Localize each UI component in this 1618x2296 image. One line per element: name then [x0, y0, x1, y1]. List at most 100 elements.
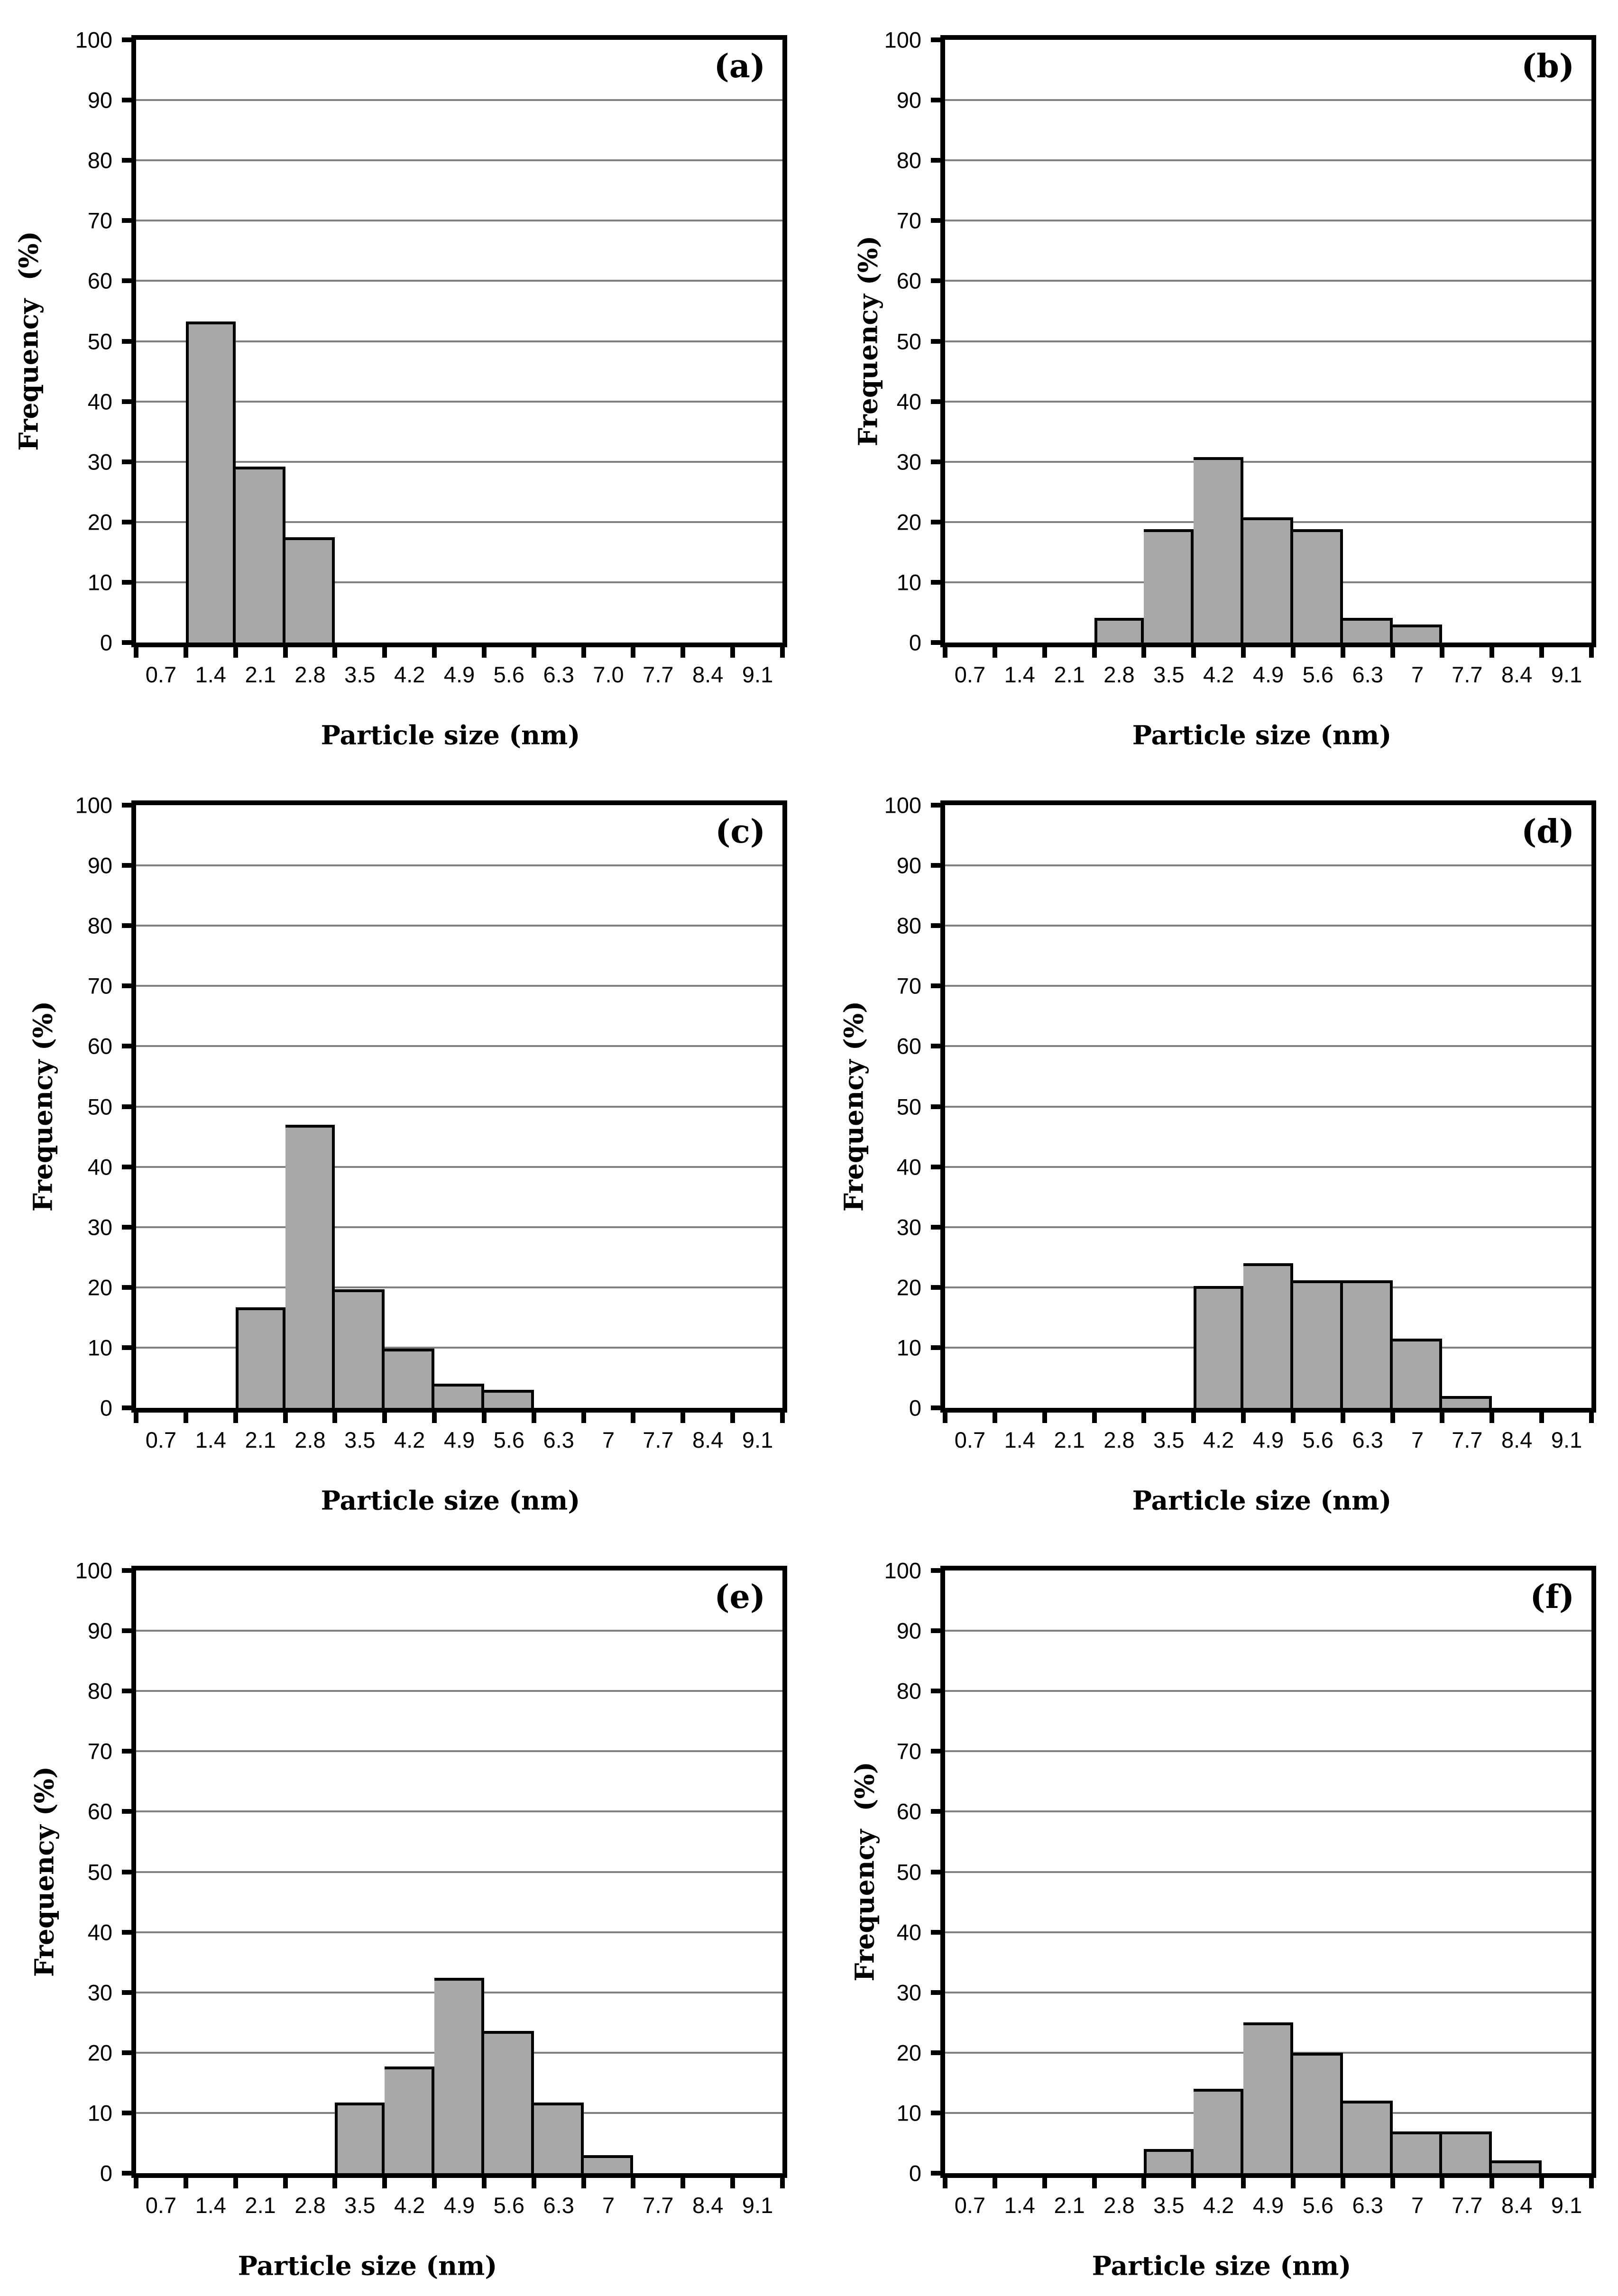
y-tick-label: 40 [896, 389, 921, 414]
x-tick-label: 2.8 [1103, 662, 1135, 687]
gridline [945, 864, 1591, 867]
x-tick-label: 8.4 [1501, 662, 1533, 687]
x-axis-tick [183, 647, 188, 658]
y-tick-label: 20 [87, 2040, 112, 2066]
x-tick-label: 3.5 [1153, 1427, 1185, 1452]
x-axis-tick [1340, 647, 1345, 658]
gridline [945, 925, 1591, 927]
x-axis-tick [183, 2178, 188, 2188]
x-tick-label: 2.1 [1054, 1427, 1085, 1452]
y-tick-label: 70 [896, 1738, 921, 1764]
histogram-bar [285, 1124, 335, 1408]
y-axis-tick [931, 459, 941, 464]
y-axis-tick [931, 923, 941, 928]
histogram-panel-e: (e) Frequency (%) 0 10 20 30 40 50 60 70 80 90 100… [0, 1531, 809, 2296]
x-tick-label: 2.8 [294, 662, 326, 687]
y-axis-tick [122, 1405, 132, 1410]
y-axis-tick [931, 1285, 941, 1290]
x-tick-label: 6.3 [543, 1427, 574, 1452]
x-axis-tick [432, 647, 437, 658]
y-tick-label: 50 [87, 1859, 112, 1884]
histogram-bar [335, 1289, 385, 1408]
x-axis-tick [1191, 647, 1196, 658]
x-axis-tick [134, 2178, 138, 2188]
gridline [945, 400, 1591, 403]
x-tick-label: 6.3 [1352, 1427, 1383, 1452]
y-tick-label: 70 [896, 973, 921, 999]
y-axis-tick [931, 158, 941, 163]
x-tick-label: 7.7 [643, 662, 674, 687]
x-axis-tick [1340, 1413, 1345, 1423]
x-tick-label: 0.7 [954, 2193, 986, 2218]
y-axis-tick [931, 1104, 941, 1109]
x-tick-label: 6.3 [1352, 662, 1383, 687]
panel-letter: (a) [714, 47, 765, 85]
x-axis-tick [283, 647, 288, 658]
y-tick-label: 40 [896, 1919, 921, 1945]
y-axis-tick [931, 983, 941, 989]
y-tick-label: 0 [100, 1395, 112, 1421]
x-tick-label: 7 [602, 1427, 615, 1452]
x-axis-tick [992, 1413, 997, 1423]
y-axis-tick [931, 2171, 941, 2176]
histogram-bar [1243, 2022, 1293, 2173]
x-tick-label: 3.5 [1153, 2193, 1185, 2218]
panel-letter: (c) [715, 813, 765, 851]
gridline [945, 1871, 1591, 1873]
y-axis-tick [931, 1405, 941, 1410]
panel-letter: (f) [1530, 1578, 1574, 1616]
x-tick-label: 0.7 [954, 1427, 986, 1452]
x-tick-label: 9.1 [742, 2193, 773, 2218]
histogram-bar [484, 2031, 534, 2173]
x-axis-tick [1141, 647, 1147, 658]
histogram-bar [235, 1307, 285, 1408]
x-axis-title: Particle size (nm) [321, 719, 580, 751]
y-axis-tick [931, 2050, 941, 2055]
y-axis-tick [122, 278, 132, 284]
x-tick-label: 7 [1411, 662, 1424, 687]
x-tick-label: 8.4 [692, 662, 724, 687]
gridline [136, 1931, 782, 1933]
gridline [945, 220, 1591, 222]
y-axis-tick [931, 2110, 941, 2115]
histogram-bar [385, 1349, 435, 1408]
x-axis-tick [382, 1413, 387, 1423]
x-tick-label: 4.2 [1203, 1427, 1234, 1452]
x-tick-label: 4.9 [443, 662, 475, 687]
gridline [136, 159, 782, 162]
x-tick-label: 8.4 [692, 1427, 724, 1452]
x-axis-tick [531, 1413, 536, 1423]
x-tick-label: 8.4 [1501, 1427, 1533, 1452]
x-tick-label: 3.5 [344, 662, 376, 687]
panel-letter: (b) [1521, 47, 1574, 85]
y-axis-tick [122, 218, 132, 223]
x-tick-label: 9.1 [1551, 2193, 1582, 2218]
x-tick-label: 4.2 [394, 2193, 425, 2218]
y-tick-label: 40 [896, 1154, 921, 1180]
gridline [136, 1105, 782, 1108]
y-axis-tick [931, 863, 941, 868]
x-tick-label: 2.1 [245, 1427, 276, 1452]
gridline [136, 280, 782, 282]
y-axis-tick [931, 1689, 941, 1694]
x-tick-label: 7.7 [1452, 662, 1483, 687]
x-axis-tick [581, 647, 586, 658]
x-axis-tick [382, 647, 387, 658]
gridline [945, 985, 1591, 987]
x-tick-label: 6.3 [543, 662, 574, 687]
x-axis-tick [1440, 647, 1445, 658]
panel-letter: (e) [714, 1578, 765, 1616]
x-tick-label: 0.7 [145, 2193, 177, 2218]
gridline [136, 1750, 782, 1753]
histogram-bar [1243, 517, 1293, 643]
y-tick-label: 0 [100, 2160, 112, 2186]
x-axis-tick [1390, 1413, 1395, 1423]
x-axis-tick [481, 647, 487, 658]
y-tick-label: 100 [75, 27, 112, 53]
y-axis-tick [931, 1044, 941, 1049]
x-axis-tick [1390, 2178, 1395, 2188]
x-tick-label: 8.4 [1501, 2193, 1533, 2218]
x-tick-label: 9.1 [1551, 662, 1582, 687]
y-tick-label: 50 [87, 1094, 112, 1119]
